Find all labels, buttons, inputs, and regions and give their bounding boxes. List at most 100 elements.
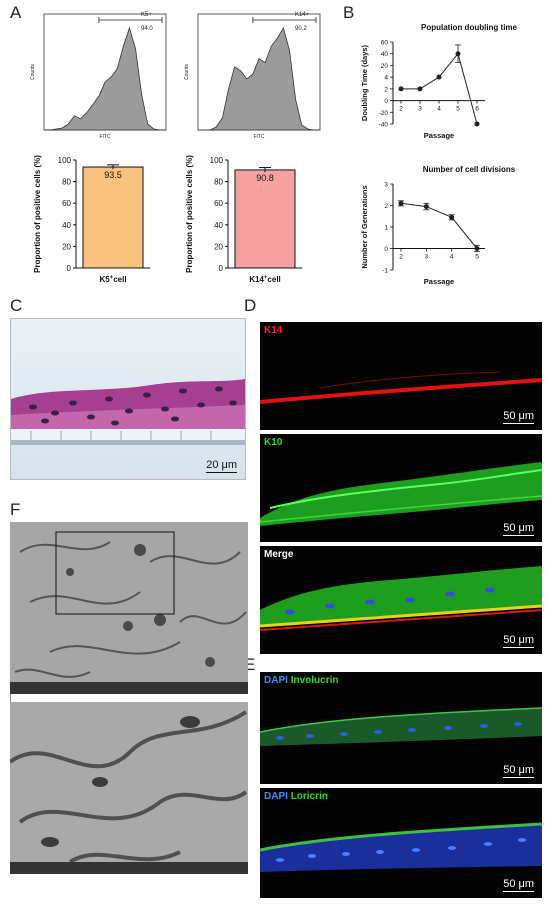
line-title: Number of cell divisions <box>423 165 516 174</box>
flow-ylabel: Counts <box>184 64 190 80</box>
bar-chart-k14: 0 20 40 60 80 100 90.8 K14+cell Proportion of po… <box>185 155 302 284</box>
flow-gate-value: 90.2 <box>295 26 307 32</box>
line-y-tick-label: -20 <box>379 110 389 117</box>
bar-y-tick-label: 60 <box>214 199 223 208</box>
bar-y-tick-label: 0 <box>67 264 72 273</box>
merge-scale-bar: 50 μm <box>503 633 534 648</box>
involucrin-fluorescence-image: DAPI Involucrin 50 μm <box>260 672 542 784</box>
bar <box>82 166 144 269</box>
line-y-tick-label: -1 <box>382 268 388 275</box>
line-point <box>474 246 480 251</box>
k10-scale-label: 50 μm <box>503 521 534 534</box>
line-point <box>474 121 480 127</box>
line-point <box>398 200 404 206</box>
flow-histogram-area <box>44 26 166 131</box>
line-xlabel: Passage <box>424 131 454 140</box>
line-y-tick-label: 60 <box>381 40 389 47</box>
bar-y-tick-label: 0 <box>219 264 224 273</box>
line-x-tick-label: 3 <box>418 106 422 113</box>
line-series <box>401 52 478 125</box>
loricrin-name: Loricrin <box>290 791 328 802</box>
loricrin-fluorescence-image: DAPI Loricrin 50 μm <box>260 788 542 898</box>
line-point <box>436 74 442 80</box>
k10-fluorescence-image: K10 50 μm <box>260 434 542 542</box>
panel-letter-f: F <box>10 500 21 519</box>
bar-y-tick-label: 20 <box>62 242 71 251</box>
panel-letter-d: D <box>244 296 257 315</box>
flow-ylabel: Counts <box>30 64 36 80</box>
line-point <box>449 214 455 220</box>
k14-scale-label: 50 μm <box>503 409 534 422</box>
line-x-tick-label: 4 <box>437 106 441 113</box>
bar-value-label: 90.8 <box>256 173 274 183</box>
tem-overview-image <box>10 522 248 694</box>
line-point <box>423 204 429 210</box>
k14-signal-drawing <box>260 371 542 404</box>
loricrin-scale-label: 50 μm <box>503 877 534 890</box>
k10-scale-bar: 50 μm <box>503 521 534 536</box>
line-y-tick-label: 0 <box>384 246 388 253</box>
bar-y-tick-label: 20 <box>214 242 223 251</box>
bar-ylabel: Proportion of positive cells (%) <box>185 155 194 273</box>
line-series <box>400 202 478 249</box>
bar-y-tick-label: 80 <box>214 178 223 187</box>
bar-chart-k5: 0 20 40 60 80 100 93.5 K5+cell Proportion of pos… <box>33 155 150 284</box>
merge-scale-label: 50 μm <box>503 633 534 646</box>
flow-histogram-k5: K5+ 94.0 FITC Counts <box>30 12 167 140</box>
panel-letter-c: C <box>10 296 23 315</box>
merge-fluorescence-image: Merge 50 μm <box>260 546 542 654</box>
line-y-tick-label: 3 <box>384 182 388 189</box>
line-chart-doubling-time: Population doubling time -40 -20 0 2 4 20 40 60 2… <box>360 23 518 140</box>
line-ylabel: Doubling Time (days) <box>360 44 369 121</box>
flow-gate-label: K14+ <box>295 12 310 18</box>
involucrin-scale-label: 50 μm <box>503 763 534 776</box>
tem-zoom-drawing <box>10 702 248 874</box>
flow-gate-label: K5+ <box>141 12 152 18</box>
line-xlabel: Passage <box>424 277 454 286</box>
flow-histogram-area <box>198 26 320 131</box>
line-x-tick-label: 5 <box>456 106 460 113</box>
line-x-tick-label: 3 <box>425 254 429 261</box>
k14-label: K14 <box>264 325 283 336</box>
flow-xlabel: FITC <box>253 134 264 140</box>
line-x-tick-label: 5 <box>475 254 479 261</box>
he-scale-label: 20 μm <box>206 458 237 471</box>
line-x-tick-label: 4 <box>450 254 454 261</box>
flow-gate-value: 94.0 <box>141 26 153 32</box>
k14-fluorescence-image: K14 50 μm <box>260 322 542 430</box>
bar-y-tick-label: 60 <box>62 199 71 208</box>
line-ylabel: Number of Generations <box>360 185 369 268</box>
line-y-tick-label: 0 <box>384 98 388 105</box>
line-y-tick-label: 2 <box>384 203 388 210</box>
loricrin-scale-bar: 50 μm <box>503 877 534 892</box>
flow-histogram-k14: K14+ 90.2 FITC Counts <box>184 12 321 140</box>
line-x-tick-label: 2 <box>399 106 403 113</box>
dapi-label-2: DAPI <box>264 791 288 802</box>
line-point <box>455 51 461 57</box>
flow-xlabel: FITC <box>99 134 110 140</box>
tem-zoom-image <box>10 702 248 874</box>
k14-scale-bar: 50 μm <box>503 409 534 424</box>
involucrin-scale-bar: 50 μm <box>503 763 534 778</box>
panel-letter-b: B <box>343 3 355 22</box>
he-scale-bar: 20 μm <box>206 458 237 473</box>
bar-y-tick-label: 100 <box>210 156 224 165</box>
bar-category-superscript: + <box>264 275 268 281</box>
bar-ylabel: Proportion of positive cells (%) <box>33 155 42 273</box>
involucrin-label: DAPI Involucrin <box>264 675 338 686</box>
panel-letter-a: A <box>10 3 22 22</box>
bar-category-superscript: + <box>110 275 114 281</box>
line-point <box>417 86 423 92</box>
line-y-tick-label: -40 <box>379 122 389 129</box>
line-y-tick-label: 20 <box>381 63 389 70</box>
he-tissue-drawing <box>11 319 245 479</box>
bar-y-tick-label: 80 <box>62 178 71 187</box>
bar-y-tick-label: 40 <box>214 221 223 230</box>
tem-overview-drawing <box>10 522 248 694</box>
bar-value-label: 93.5 <box>104 170 122 180</box>
bar-category-label: K5+cell <box>99 275 126 284</box>
bar-category-rest: cell <box>267 275 280 284</box>
bar-y-tick-label: 100 <box>58 156 72 165</box>
k10-label: K10 <box>264 437 283 448</box>
merge-signal-drawing <box>260 566 542 631</box>
